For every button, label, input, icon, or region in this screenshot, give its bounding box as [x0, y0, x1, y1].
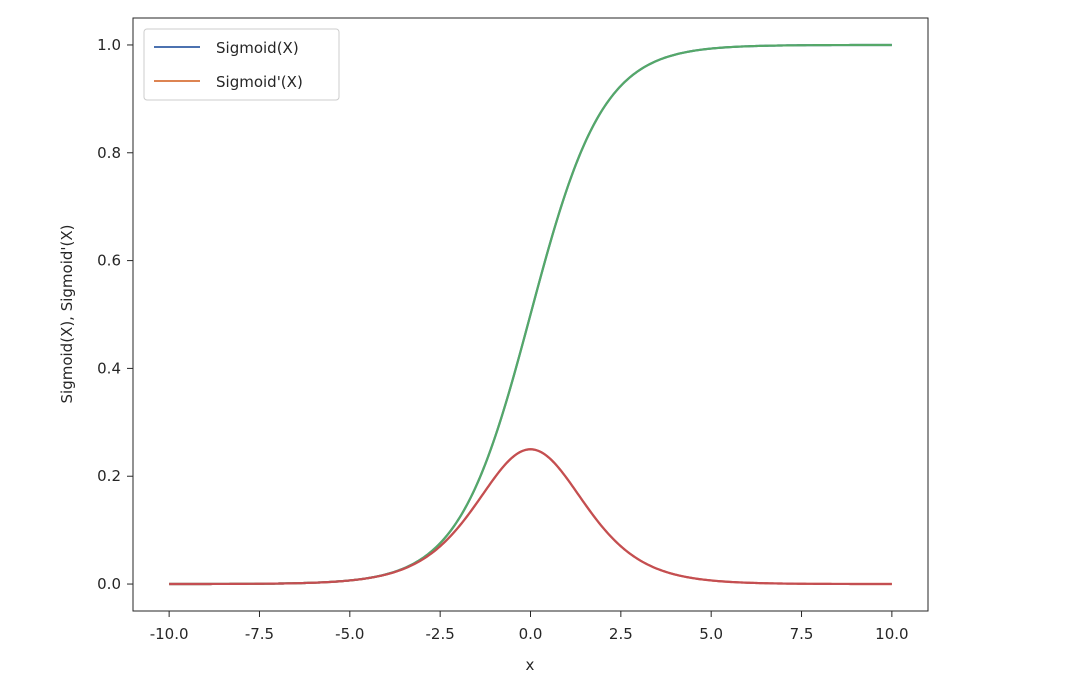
y-tick-label: 0.0	[97, 575, 121, 593]
y-axis-ticks: 0.0 0.2 0.4 0.6 0.8 1.0	[97, 36, 133, 593]
x-tick-label: -7.5	[245, 625, 274, 643]
legend-label-sigmoid-derivative: Sigmoid'(X)	[216, 73, 303, 91]
x-axis-ticks: -10.0 -7.5 -5.0 -2.5 0.0 2.5 5.0 7.5 10.0	[150, 611, 909, 643]
y-tick-label: 0.4	[97, 359, 121, 377]
legend-label-sigmoid: Sigmoid(X)	[216, 39, 299, 57]
x-tick-label: 7.5	[790, 625, 814, 643]
x-tick-label: -10.0	[150, 625, 189, 643]
y-tick-label: 0.2	[97, 467, 121, 485]
x-tick-label: 2.5	[609, 625, 633, 643]
series-line-3	[169, 448, 892, 586]
y-axis-label: Sigmoid(X), Sigmoid'(X)	[58, 225, 76, 404]
y-tick-label: 0.8	[97, 144, 121, 162]
x-tick-label: 5.0	[699, 625, 723, 643]
x-tick-label: 10.0	[875, 625, 908, 643]
x-tick-label: -2.5	[426, 625, 455, 643]
y-tick-label: 1.0	[97, 36, 121, 54]
legend: Sigmoid(X) Sigmoid'(X)	[143, 28, 340, 101]
x-tick-label: 0.0	[519, 625, 543, 643]
x-axis-label: x	[526, 656, 535, 674]
y-tick-label: 0.6	[97, 252, 121, 270]
x-tick-label: -5.0	[335, 625, 364, 643]
series-layer	[169, 43, 892, 586]
